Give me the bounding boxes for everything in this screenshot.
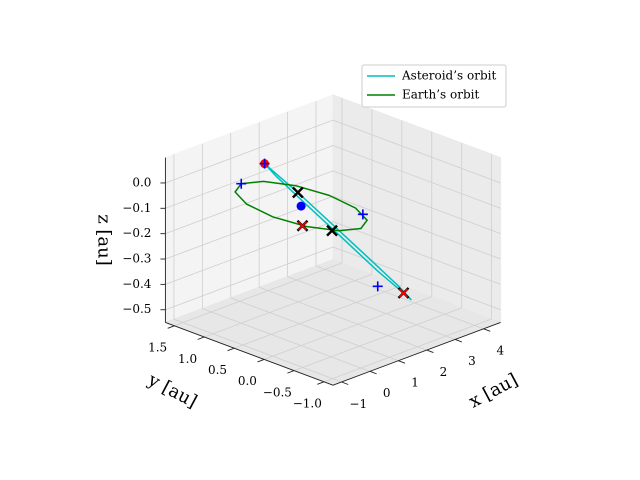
grid-line bbox=[323, 318, 492, 383]
y-axis-label: y [au] bbox=[144, 369, 201, 413]
x-tick-label: 1 bbox=[411, 375, 419, 389]
z-tick-label: −0.1 bbox=[122, 201, 151, 215]
grid-line bbox=[165, 119, 334, 184]
z-tick-label: 0.0 bbox=[132, 175, 151, 189]
legend-label: Asteroid’s orbit bbox=[401, 69, 496, 83]
x-tick bbox=[341, 381, 349, 385]
orbit-line bbox=[234, 180, 369, 232]
grid-line bbox=[234, 285, 402, 349]
x-tick bbox=[369, 370, 377, 375]
grid bbox=[165, 98, 501, 383]
x-tick bbox=[454, 339, 462, 343]
y-tick bbox=[317, 381, 325, 385]
y-tick-label: −0.5 bbox=[263, 385, 292, 399]
x-tick-label: 2 bbox=[440, 365, 448, 379]
x-tick bbox=[398, 360, 406, 364]
legend-label: Earth’s orbit bbox=[402, 88, 479, 102]
marker bbox=[372, 281, 383, 292]
y-tick-label: 0.0 bbox=[238, 374, 257, 388]
panes bbox=[163, 94, 503, 386]
x-axis-line bbox=[332, 321, 501, 386]
marker bbox=[292, 186, 304, 199]
y-tick-label: 1.5 bbox=[148, 341, 167, 355]
grid-line bbox=[174, 262, 343, 327]
y-tick bbox=[197, 336, 205, 340]
legend-box bbox=[361, 64, 507, 108]
grid-line bbox=[204, 273, 373, 338]
y-tick bbox=[167, 325, 175, 329]
grid-line bbox=[165, 145, 334, 209]
z-tick-label: −0.2 bbox=[122, 226, 151, 240]
marker bbox=[297, 221, 307, 231]
z-tick-label: −0.5 bbox=[122, 302, 151, 316]
grid-line bbox=[230, 297, 399, 362]
grid-line bbox=[287, 276, 456, 340]
grid-line bbox=[332, 170, 501, 235]
x-tick-label: 3 bbox=[468, 354, 476, 368]
y-tick bbox=[287, 370, 295, 374]
marker bbox=[259, 158, 270, 169]
z-axis-label: z [au] bbox=[93, 214, 114, 266]
y-tick bbox=[227, 347, 235, 352]
grid-line bbox=[264, 296, 432, 360]
grid-line bbox=[165, 221, 334, 285]
x-tick bbox=[426, 349, 434, 354]
y-tick bbox=[257, 358, 265, 363]
y-tick-label: −1.0 bbox=[293, 397, 322, 411]
y-tick-label: 0.5 bbox=[208, 363, 227, 377]
legend: Asteroid’s orbit Earth’s orbit bbox=[361, 64, 507, 108]
grid-line bbox=[332, 246, 501, 311]
grid-line bbox=[332, 195, 501, 260]
y-axis-line bbox=[165, 321, 334, 386]
marker bbox=[326, 224, 338, 237]
marker bbox=[357, 209, 368, 220]
marker bbox=[398, 288, 409, 298]
grid-line bbox=[332, 221, 501, 285]
marker bbox=[296, 201, 306, 211]
grid-line bbox=[165, 170, 334, 235]
z-tick-label: −0.4 bbox=[122, 277, 152, 291]
x-tick-label: 4 bbox=[496, 344, 504, 358]
x-tick bbox=[483, 328, 491, 332]
marker bbox=[236, 178, 247, 189]
grid-line bbox=[293, 307, 462, 371]
grid-line bbox=[202, 308, 371, 372]
x-tick-label: 0 bbox=[383, 386, 391, 400]
z-tick-label: −0.3 bbox=[122, 252, 151, 266]
plot-area bbox=[234, 158, 412, 301]
grid-line bbox=[165, 246, 334, 311]
grid-line bbox=[332, 119, 501, 184]
y-tick-label: 1.0 bbox=[178, 352, 197, 366]
grid-line bbox=[173, 318, 342, 383]
grid-line bbox=[259, 286, 427, 351]
x-tick-label: −1 bbox=[349, 397, 367, 411]
grid-line bbox=[332, 145, 501, 209]
x-axis-label: x [au] bbox=[465, 369, 521, 412]
